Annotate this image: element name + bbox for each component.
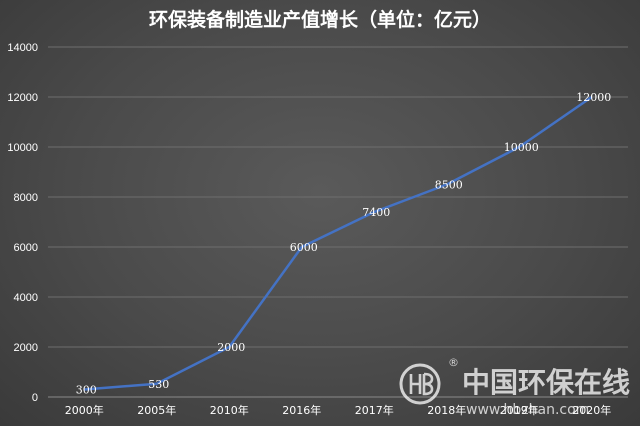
data-label: 530	[148, 378, 169, 391]
x-tick-label: 2005年	[137, 403, 176, 417]
x-tick-label: 2016年	[282, 403, 321, 417]
y-tick-label: 14000	[7, 42, 38, 54]
data-label: 10000	[504, 141, 539, 154]
gridlines	[48, 46, 628, 398]
data-label: 2000	[217, 341, 245, 354]
x-axis-ticks: 2000年 2005年 2010年 2016年 2017年 2018年 2019年 2020年	[65, 403, 612, 417]
watermark-registered-mark: ®	[448, 356, 459, 369]
y-tick-label: 8000	[14, 192, 38, 204]
watermark-url: www.hbzhan.com	[466, 402, 589, 418]
data-label: 300	[76, 384, 97, 397]
data-label: 12000	[576, 91, 611, 104]
chart-title: 环保装备制造业产值增长（单位：亿元）	[149, 8, 491, 31]
y-tick-label: 4000	[14, 292, 38, 304]
y-tick-label: 10000	[7, 142, 38, 154]
series-line	[84, 95, 593, 391]
watermark-name: 中国环保在线	[462, 366, 630, 399]
x-tick-label: 2000年	[65, 403, 104, 417]
y-tick-label: 0	[32, 392, 38, 404]
data-label: 7400	[362, 206, 390, 219]
series-lines	[84, 95, 593, 391]
data-label: 8500	[435, 179, 463, 192]
x-tick-label: 2019年	[500, 403, 539, 417]
y-axis-ticks: 0 2000 4000 6000 8000 10000 12000 14000	[7, 42, 38, 404]
x-tick-label: 2010年	[210, 403, 249, 417]
data-labels: 300 530 2000 6000 7400 8500 10000 12000	[76, 91, 612, 397]
hb-logo-icon	[399, 363, 441, 405]
x-tick-label: 2020年	[572, 403, 611, 417]
y-tick-label: 6000	[14, 242, 38, 254]
data-label: 6000	[290, 241, 318, 254]
x-tick-label: 2018年	[427, 403, 466, 417]
x-tick-label: 2017年	[355, 403, 394, 417]
y-tick-label: 12000	[7, 92, 38, 104]
y-tick-label: 2000	[14, 342, 38, 354]
watermark: ® 中国环保在线 www.hbzhan.com	[399, 356, 630, 418]
